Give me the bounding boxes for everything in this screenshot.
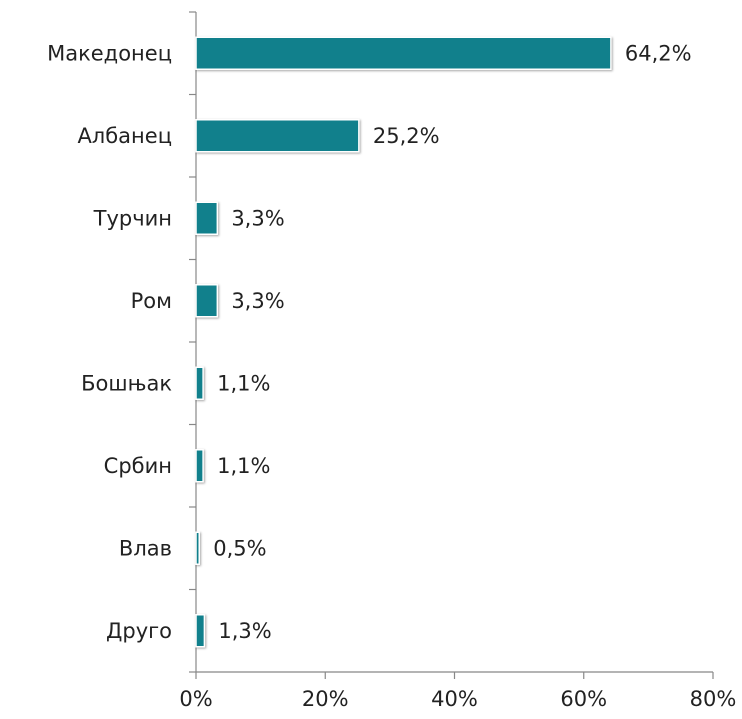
data-label: 3,3%	[231, 289, 284, 313]
bar	[195, 119, 360, 153]
y-tick-label: Бошњак	[81, 371, 172, 395]
bar	[195, 449, 204, 483]
data-label: 1,3%	[218, 619, 271, 643]
bar	[195, 36, 612, 70]
data-label: 25,2%	[373, 124, 440, 148]
x-tick-label: 20%	[302, 687, 349, 711]
data-label: 1,1%	[217, 371, 270, 395]
data-label: 1,1%	[217, 454, 270, 478]
y-tick-label: Влав	[119, 536, 172, 560]
bar	[195, 614, 206, 648]
data-label: 64,2%	[625, 41, 692, 65]
y-tick-label: Турчин	[93, 206, 172, 230]
y-tick-label: Србин	[104, 454, 172, 478]
x-tick-label: 0%	[179, 687, 212, 711]
bar	[195, 201, 219, 235]
y-tick-label: Ром	[131, 289, 172, 313]
bar	[195, 531, 200, 565]
data-label: 0,5%	[213, 536, 266, 560]
x-tick-label: 80%	[690, 687, 737, 711]
y-tick-label: Албанец	[77, 124, 172, 148]
x-tick-label: 60%	[560, 687, 607, 711]
bar	[195, 284, 219, 318]
data-label: 3,3%	[231, 206, 284, 230]
x-tick-label: 40%	[431, 687, 478, 711]
bar	[195, 366, 204, 400]
y-tick-label: Друго	[106, 619, 172, 643]
y-tick-label: Македонец	[47, 41, 172, 65]
